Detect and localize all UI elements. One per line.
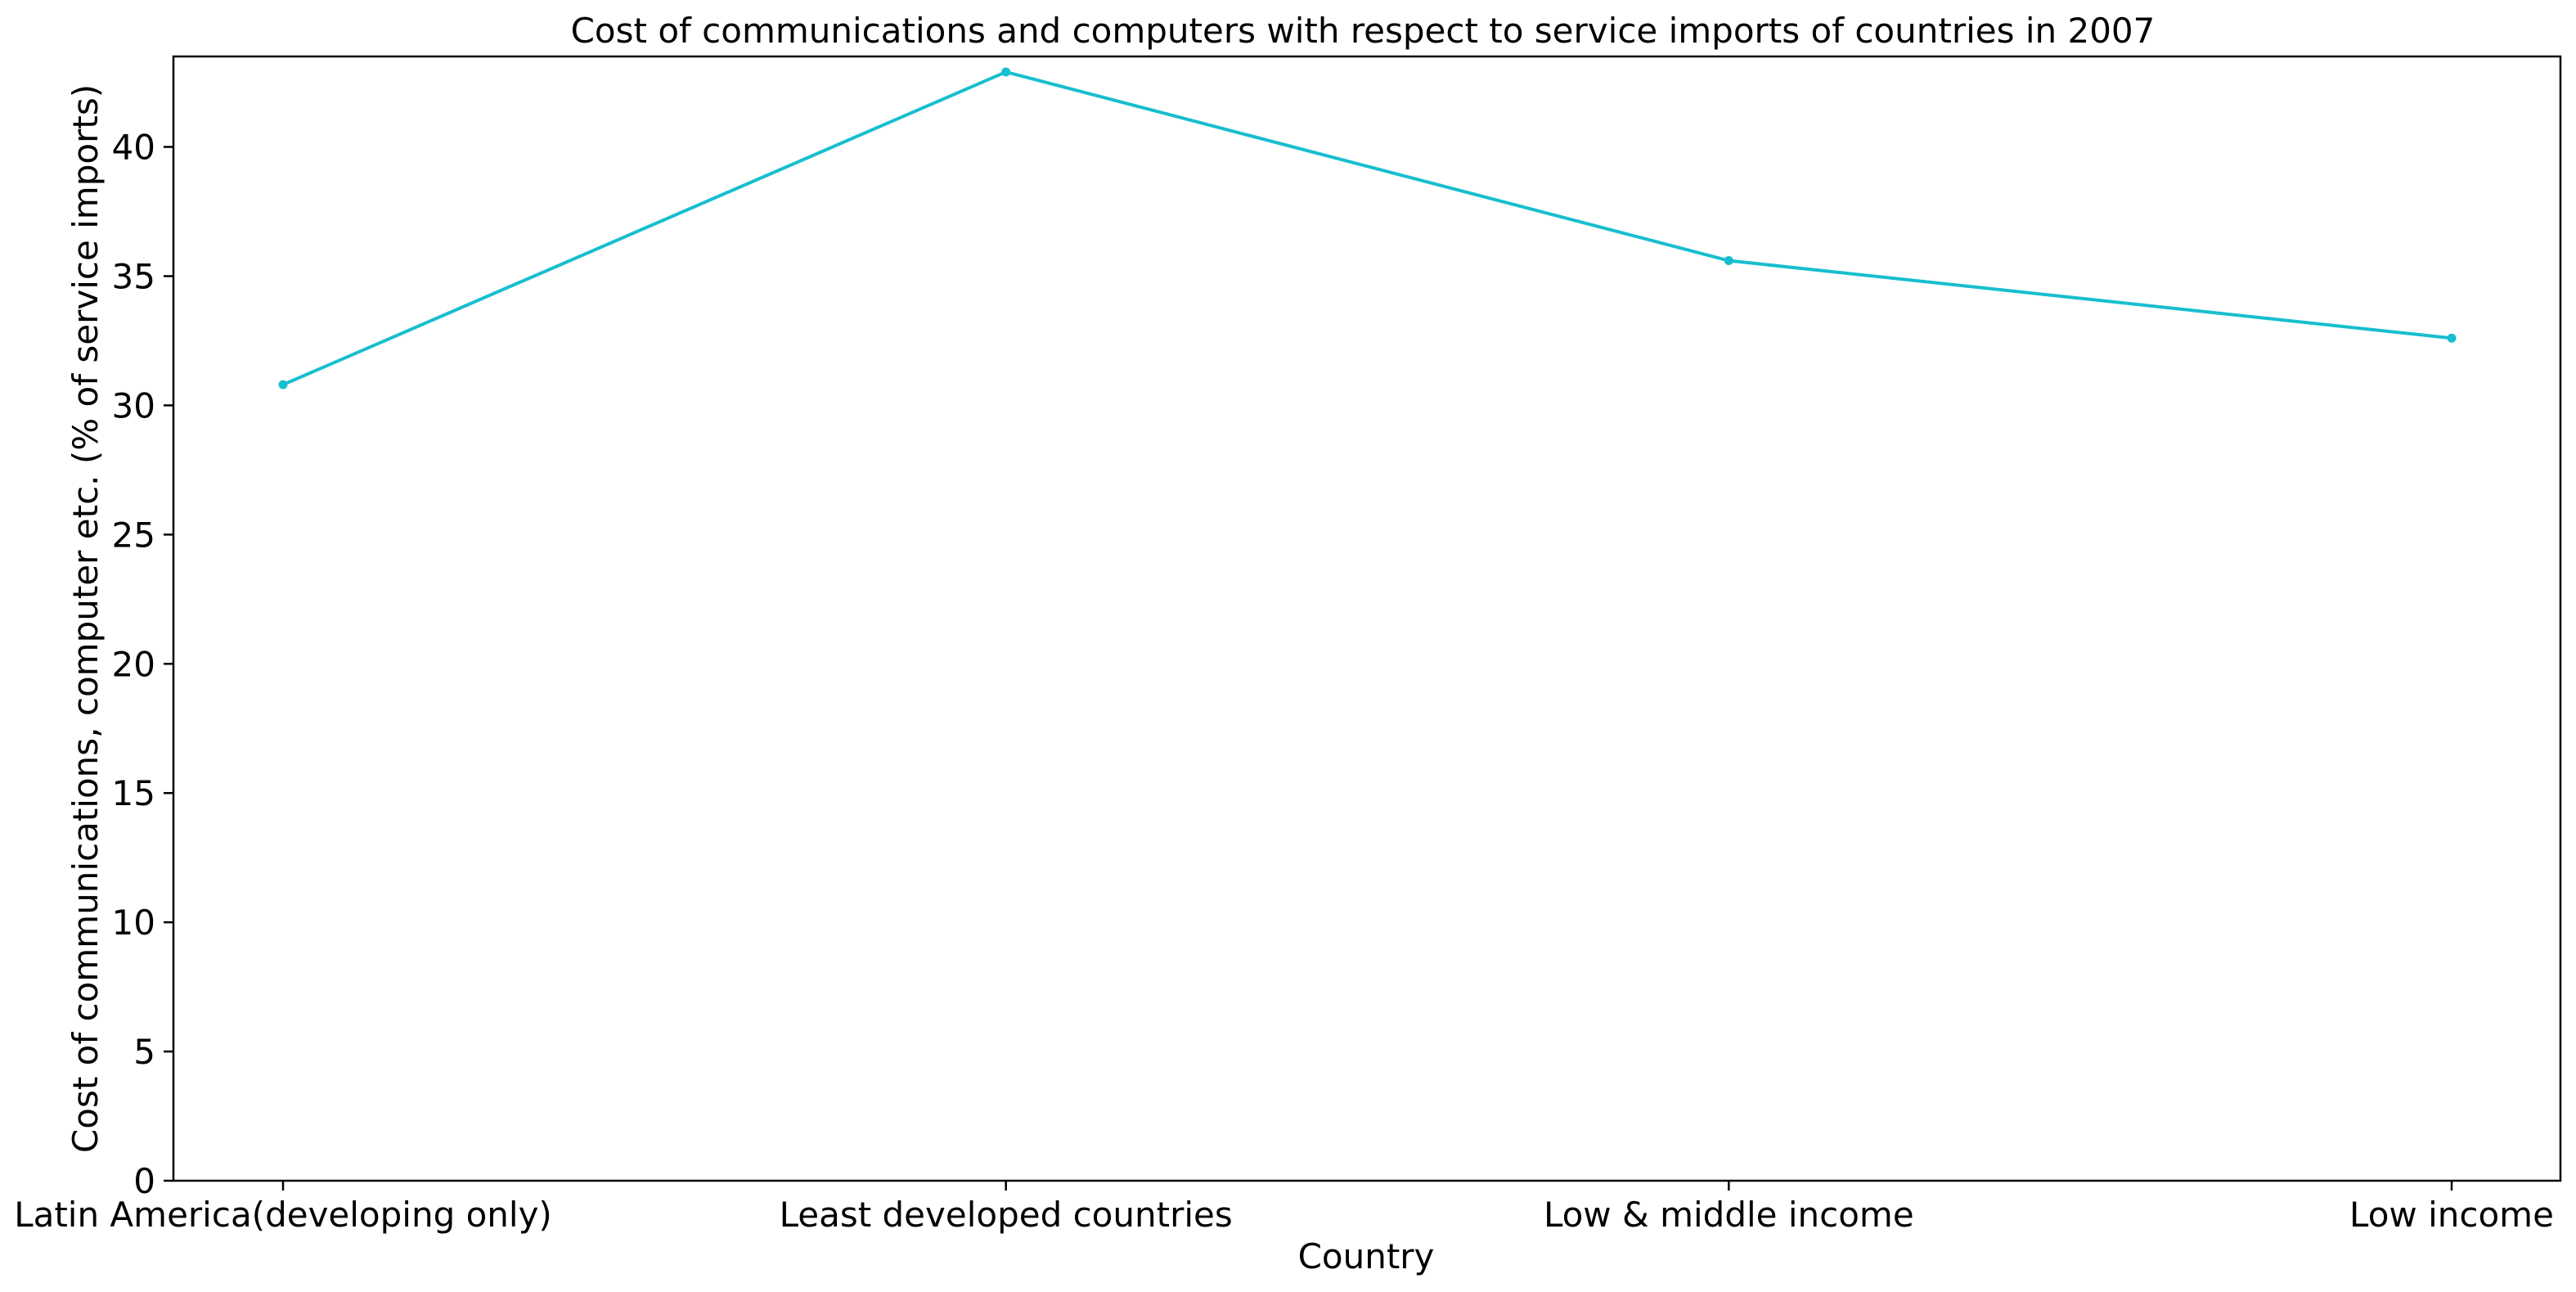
data-point [1724, 256, 1733, 266]
y-tick-label: 10 [112, 903, 155, 943]
x-tick-label: Least developed countries [780, 1195, 1233, 1235]
x-tick-label: Latin America(developing only) [14, 1195, 552, 1235]
y-tick-label: 20 [112, 644, 155, 684]
series-layer [278, 67, 2457, 389]
x-tick-label: Low income [2349, 1195, 2554, 1235]
y-axis: 0 5 10 15 20 25 30 35 40 [112, 128, 173, 1201]
y-tick-label: 35 [112, 256, 155, 296]
data-point [2447, 333, 2457, 343]
data-point [1001, 67, 1011, 77]
plot-area [172, 55, 2562, 1182]
y-tick-label: 0 [133, 1161, 155, 1201]
y-tick-label: 15 [112, 773, 155, 813]
y-tick-label: 25 [112, 515, 155, 555]
y-tick-label: 5 [133, 1032, 155, 1072]
x-tick-label: Low & middle income [1544, 1195, 1914, 1235]
series-line [282, 70, 2452, 386]
y-tick-label: 30 [112, 385, 155, 425]
y-axis-label: Cost of communications, computer etc. (%… [65, 84, 106, 1153]
y-tick-label: 40 [112, 128, 155, 168]
plot-frame [172, 55, 2562, 1182]
chart-title: Cost of communications and computers wit… [571, 11, 2156, 51]
data-point [278, 380, 288, 389]
x-axis-label: Country [1298, 1236, 1435, 1276]
x-axis: Latin America(developing only) Least deve… [14, 1181, 2554, 1235]
